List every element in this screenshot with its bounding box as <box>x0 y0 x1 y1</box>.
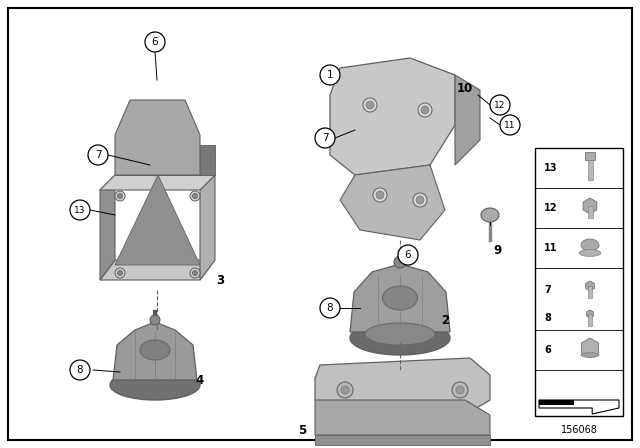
Circle shape <box>115 191 125 201</box>
Circle shape <box>70 360 90 380</box>
Circle shape <box>500 115 520 135</box>
Text: 13: 13 <box>544 163 557 173</box>
Text: 11: 11 <box>504 121 516 129</box>
Ellipse shape <box>365 323 435 345</box>
Ellipse shape <box>481 208 499 222</box>
Circle shape <box>413 193 427 207</box>
Circle shape <box>490 95 510 115</box>
Polygon shape <box>100 260 215 280</box>
Text: 1: 1 <box>326 70 333 80</box>
Circle shape <box>70 200 90 220</box>
Polygon shape <box>330 58 455 175</box>
Text: 4: 4 <box>196 374 204 387</box>
Circle shape <box>418 103 432 117</box>
Text: 8: 8 <box>326 303 333 313</box>
Text: 6: 6 <box>152 37 158 47</box>
Text: 2: 2 <box>441 314 449 327</box>
Circle shape <box>376 191 384 199</box>
Circle shape <box>366 101 374 109</box>
Bar <box>585 152 595 160</box>
Text: 6: 6 <box>404 250 412 260</box>
Circle shape <box>118 194 122 198</box>
Circle shape <box>190 191 200 201</box>
Circle shape <box>88 145 108 165</box>
Polygon shape <box>115 100 200 175</box>
Text: 156068: 156068 <box>561 425 597 435</box>
Text: 7: 7 <box>322 133 328 143</box>
Text: 10: 10 <box>457 82 473 95</box>
Ellipse shape <box>579 250 601 257</box>
Circle shape <box>320 298 340 318</box>
Text: 8: 8 <box>77 365 83 375</box>
Text: 9: 9 <box>494 244 502 257</box>
Circle shape <box>421 106 429 114</box>
Bar <box>588 286 592 298</box>
Polygon shape <box>113 322 197 380</box>
Circle shape <box>363 98 377 112</box>
Circle shape <box>315 128 335 148</box>
Circle shape <box>115 268 125 278</box>
Circle shape <box>190 268 200 278</box>
Polygon shape <box>455 75 480 165</box>
Ellipse shape <box>581 353 599 358</box>
Circle shape <box>337 382 353 398</box>
Text: 7: 7 <box>95 150 101 160</box>
Ellipse shape <box>581 239 599 251</box>
Circle shape <box>118 271 122 276</box>
Text: 12: 12 <box>544 203 557 213</box>
Circle shape <box>193 271 198 276</box>
Circle shape <box>452 382 468 398</box>
Polygon shape <box>100 175 115 280</box>
Circle shape <box>341 386 349 394</box>
Bar <box>588 160 593 180</box>
Ellipse shape <box>350 321 450 355</box>
Text: 6: 6 <box>544 345 551 355</box>
Bar <box>588 314 592 326</box>
Polygon shape <box>350 264 450 332</box>
Polygon shape <box>315 400 490 435</box>
Polygon shape <box>315 435 490 445</box>
Polygon shape <box>315 358 490 415</box>
Circle shape <box>193 194 198 198</box>
Circle shape <box>373 188 387 202</box>
Text: 8: 8 <box>544 313 551 323</box>
Polygon shape <box>200 175 215 280</box>
Polygon shape <box>539 400 619 414</box>
Text: 5: 5 <box>298 423 306 436</box>
Ellipse shape <box>110 370 200 400</box>
Circle shape <box>398 245 418 265</box>
Text: 3: 3 <box>216 273 224 287</box>
Text: 13: 13 <box>74 206 86 215</box>
Circle shape <box>145 32 165 52</box>
Bar <box>588 206 593 218</box>
Polygon shape <box>340 165 445 240</box>
Text: 12: 12 <box>494 100 506 109</box>
Circle shape <box>150 315 160 325</box>
Text: 11: 11 <box>544 243 557 253</box>
Ellipse shape <box>140 340 170 360</box>
Polygon shape <box>100 175 215 190</box>
Circle shape <box>416 196 424 204</box>
Text: 7: 7 <box>544 285 551 295</box>
Ellipse shape <box>383 286 417 310</box>
Bar <box>535 148 623 416</box>
Circle shape <box>394 256 406 268</box>
Circle shape <box>320 65 340 85</box>
Polygon shape <box>115 145 215 175</box>
Polygon shape <box>115 175 200 265</box>
Bar <box>539 400 574 405</box>
Circle shape <box>456 386 464 394</box>
